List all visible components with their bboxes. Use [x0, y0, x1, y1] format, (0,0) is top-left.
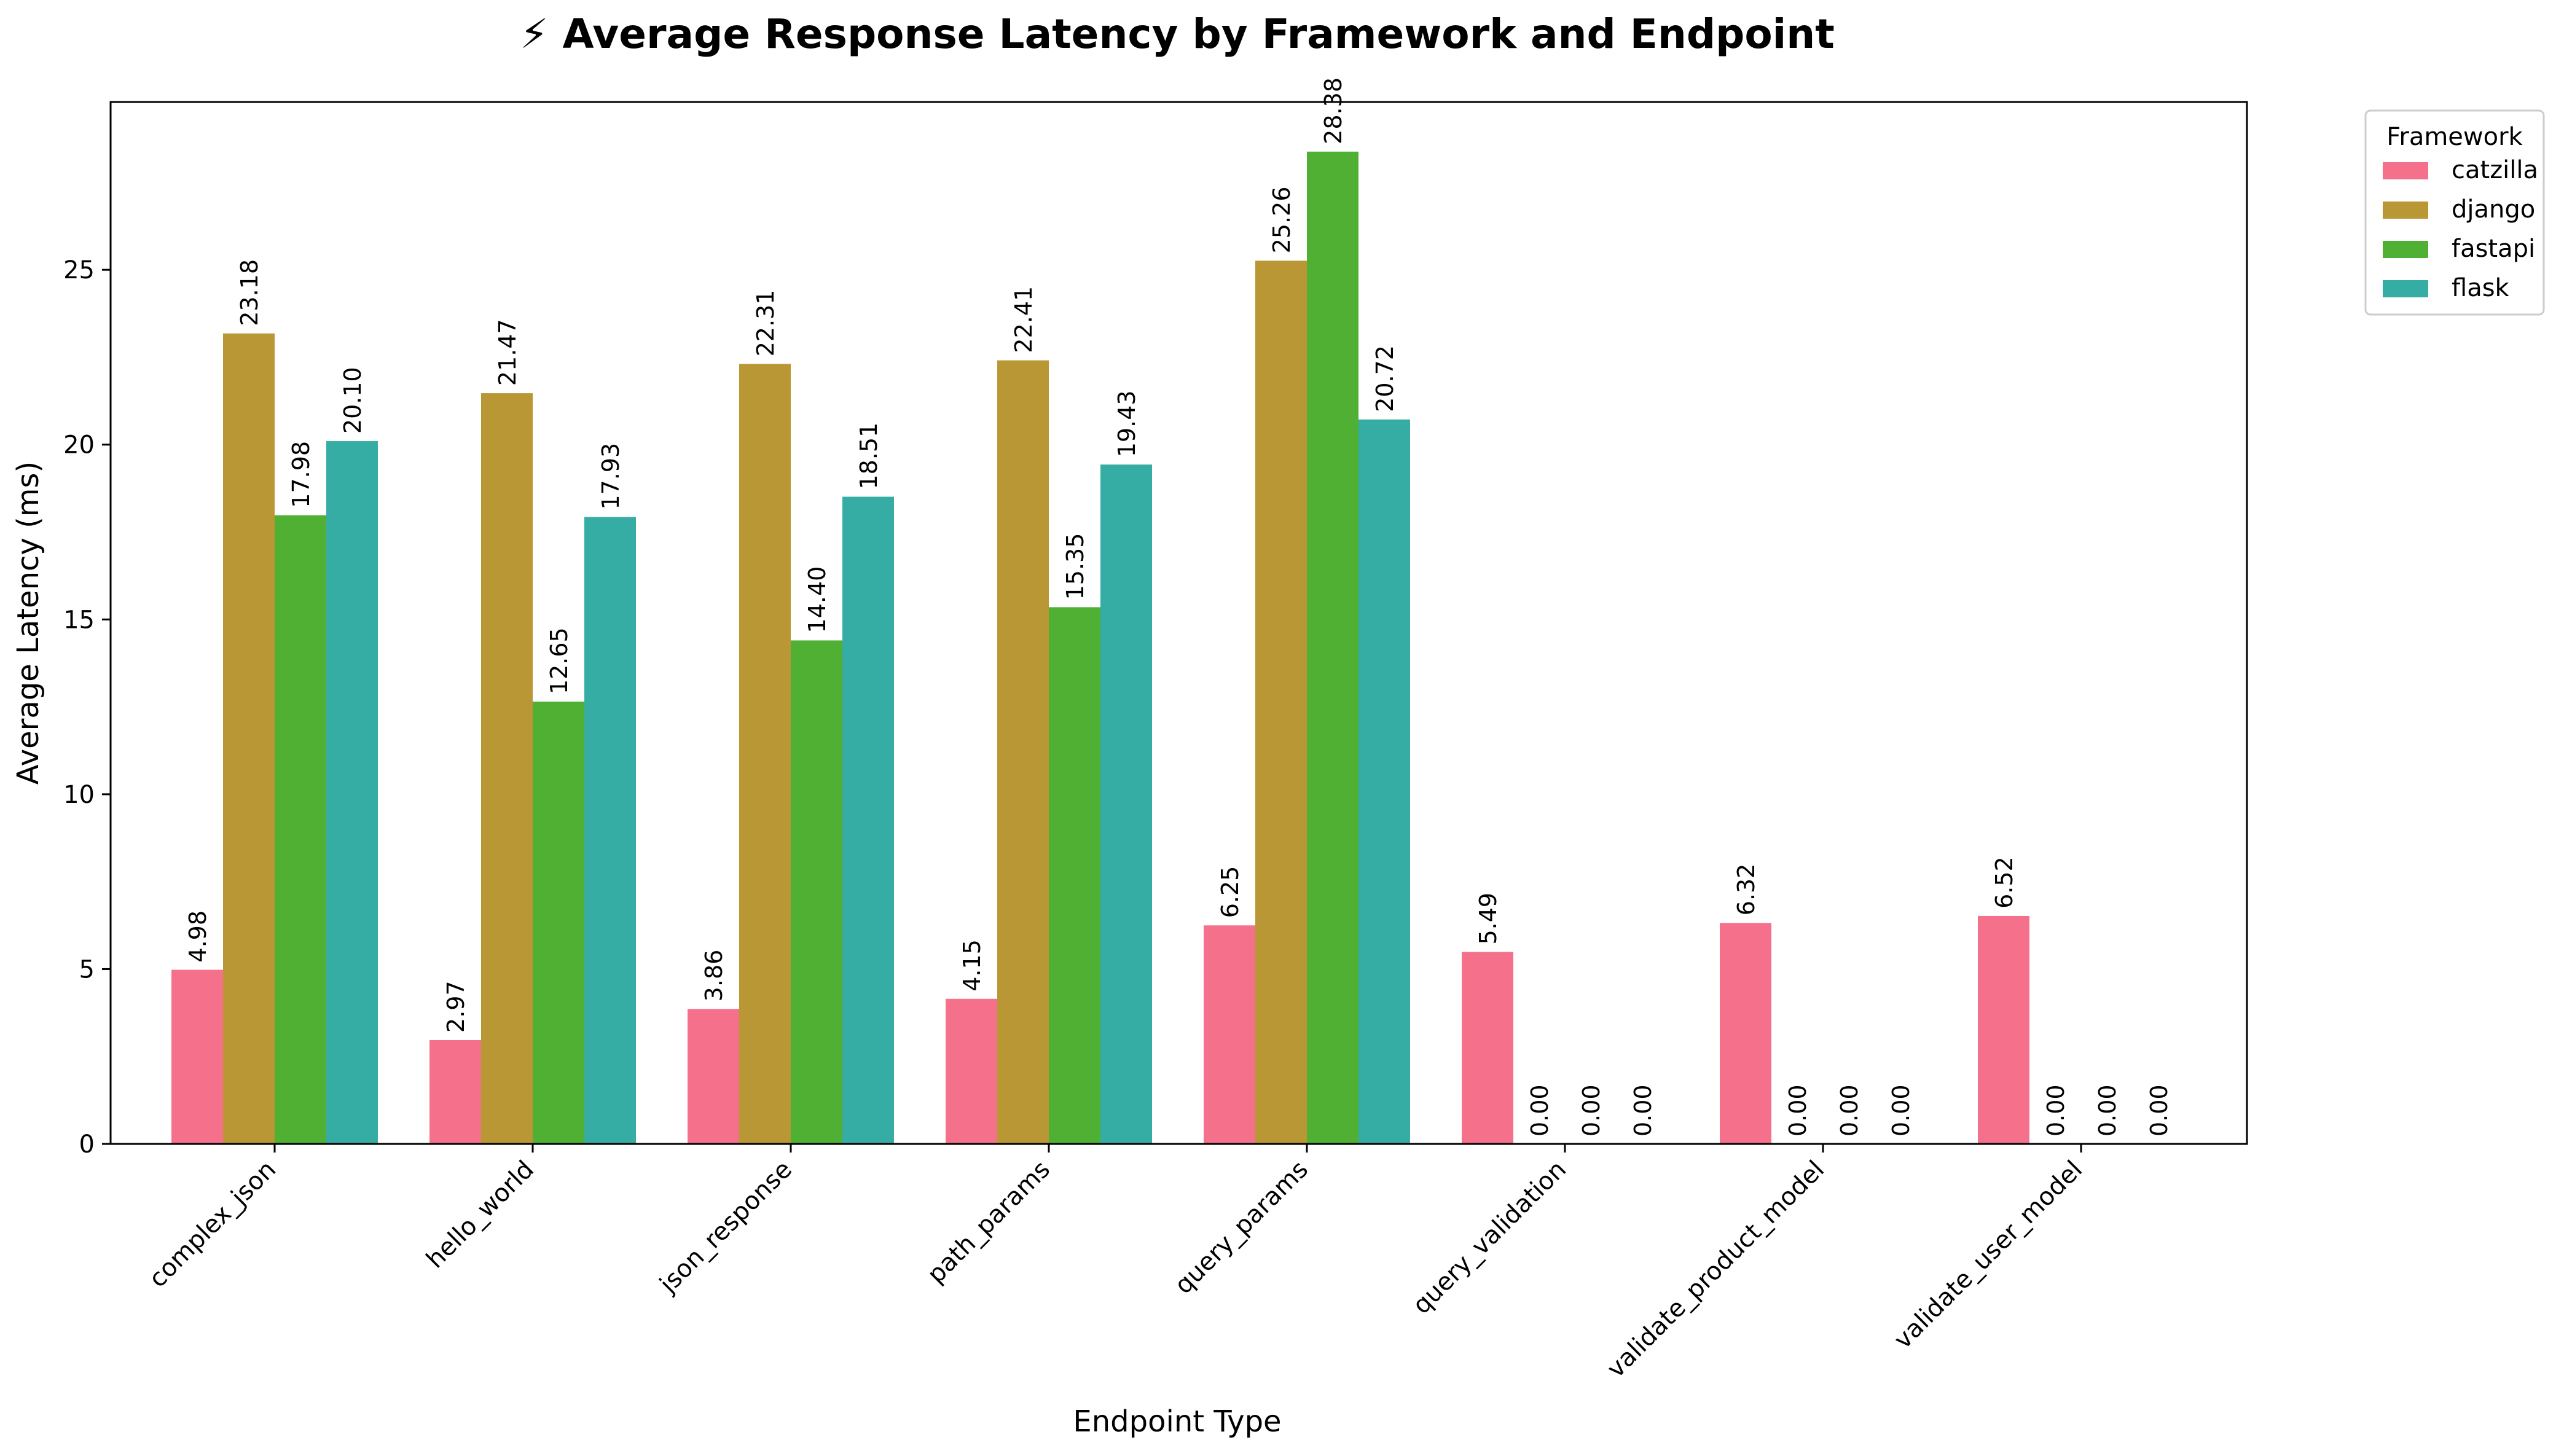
data-label-fastapi-query_params: 28.38 — [1320, 77, 1347, 144]
legend-items: catzilla django fastapi flask — [2383, 156, 2538, 302]
bar-django-path_params — [997, 360, 1049, 1144]
bar-catzilla-path_params — [946, 998, 997, 1144]
bar-catzilla-hello_world — [429, 1039, 481, 1144]
bar-flask-query_params — [1358, 419, 1410, 1144]
data-label-catzilla-path_params: 4.15 — [959, 939, 986, 992]
data-label-django-path_params: 22.41 — [1010, 286, 1037, 353]
y-tick-label: 15 — [63, 606, 95, 634]
bar-catzilla-query_validation — [1462, 952, 1513, 1144]
data-label-flask-query_params: 20.72 — [1371, 345, 1398, 412]
bar-django-json_response — [739, 364, 791, 1144]
legend-label-django: django — [2452, 195, 2535, 224]
bar-django-complex_json — [223, 333, 275, 1144]
data-label-django-hello_world: 21.47 — [494, 319, 521, 386]
data-label-flask-query_validation: 0.00 — [1629, 1084, 1656, 1137]
legend-frame — [2364, 109, 2545, 316]
data-label-fastapi-json_response: 14.40 — [804, 566, 831, 633]
y-tick-label: 10 — [63, 781, 95, 809]
bar-catzilla-query_params — [1204, 925, 1255, 1144]
data-label-catzilla-query_validation: 5.49 — [1475, 893, 1502, 945]
data-label-django-complex_json: 23.18 — [236, 259, 263, 326]
y-tick-label: 20 — [63, 431, 95, 460]
bar-fastapi-path_params — [1049, 607, 1100, 1144]
bar-fastapi-query_params — [1307, 151, 1358, 1144]
bar-fastapi-hello_world — [533, 702, 584, 1144]
legend-label-flask: flask — [2452, 274, 2510, 302]
data-label-django-query_params: 25.26 — [1268, 187, 1295, 254]
bar-flask-complex_json — [326, 441, 378, 1144]
bar-catzilla-complex_json — [171, 969, 223, 1144]
data-label-django-validate_user_model: 0.00 — [2042, 1084, 2069, 1137]
data-label-django-json_response: 22.31 — [752, 289, 779, 356]
data-label-flask-json_response: 18.51 — [855, 423, 882, 490]
bar-catzilla-validate_user_model — [1978, 915, 2029, 1144]
data-label-catzilla-hello_world: 2.97 — [442, 980, 469, 1033]
data-label-catzilla-complex_json: 4.98 — [184, 910, 211, 963]
plot-frame — [109, 101, 2248, 1145]
legend-title: Framework — [2386, 123, 2523, 151]
y-tick-label: 0 — [79, 1130, 95, 1159]
bar-catzilla-json_response — [688, 1009, 739, 1144]
data-label-catzilla-query_params: 6.25 — [1217, 866, 1244, 918]
bar-fastapi-json_response — [791, 640, 842, 1144]
x-axis-label: Endpoint Type — [1073, 1404, 1281, 1439]
data-label-flask-complex_json: 20.10 — [339, 367, 366, 434]
data-label-fastapi-validate_product_model: 0.00 — [1836, 1084, 1863, 1137]
legend-swatch-django — [2383, 202, 2428, 219]
data-label-fastapi-query_validation: 0.00 — [1578, 1084, 1605, 1137]
y-axis-label: Average Latency (ms) — [11, 461, 45, 785]
data-label-flask-path_params: 19.43 — [1113, 390, 1140, 457]
data-label-django-validate_product_model: 0.00 — [1784, 1084, 1811, 1137]
bar-django-query_params — [1255, 260, 1307, 1144]
legend-swatch-catzilla — [2383, 162, 2428, 179]
legend-label-fastapi: fastapi — [2452, 235, 2535, 263]
data-label-catzilla-json_response: 3.86 — [700, 950, 727, 1002]
legend: Framework catzilla django fastapi flask — [2364, 109, 2545, 316]
y-tick-label: 5 — [79, 955, 95, 984]
data-label-flask-validate_product_model: 0.00 — [1888, 1084, 1915, 1137]
data-label-fastapi-validate_user_model: 0.00 — [2094, 1084, 2121, 1137]
data-label-flask-validate_user_model: 0.00 — [2146, 1084, 2173, 1137]
bar-fastapi-complex_json — [275, 515, 326, 1144]
chart-title: ⚡ Average Response Latency by Framework … — [520, 10, 1835, 58]
data-label-catzilla-validate_user_model: 6.52 — [1991, 856, 2018, 909]
legend-swatch-fastapi — [2383, 241, 2428, 258]
legend-swatch-flask — [2383, 280, 2428, 297]
bar-django-hello_world — [481, 393, 533, 1144]
bar-flask-json_response — [842, 496, 894, 1145]
data-label-catzilla-validate_product_model: 6.32 — [1733, 864, 1760, 916]
data-label-django-query_validation: 0.00 — [1526, 1084, 1553, 1137]
bar-flask-hello_world — [584, 517, 636, 1144]
bar-flask-path_params — [1100, 464, 1152, 1144]
y-tick-label: 25 — [63, 256, 95, 284]
data-label-fastapi-hello_world: 12.65 — [546, 627, 573, 694]
bar-catzilla-validate_product_model — [1720, 923, 1771, 1144]
legend-label-catzilla: catzilla — [2452, 156, 2538, 184]
data-label-fastapi-path_params: 15.35 — [1062, 533, 1089, 600]
data-label-fastapi-complex_json: 17.98 — [288, 441, 315, 508]
data-label-flask-hello_world: 17.93 — [597, 443, 624, 510]
